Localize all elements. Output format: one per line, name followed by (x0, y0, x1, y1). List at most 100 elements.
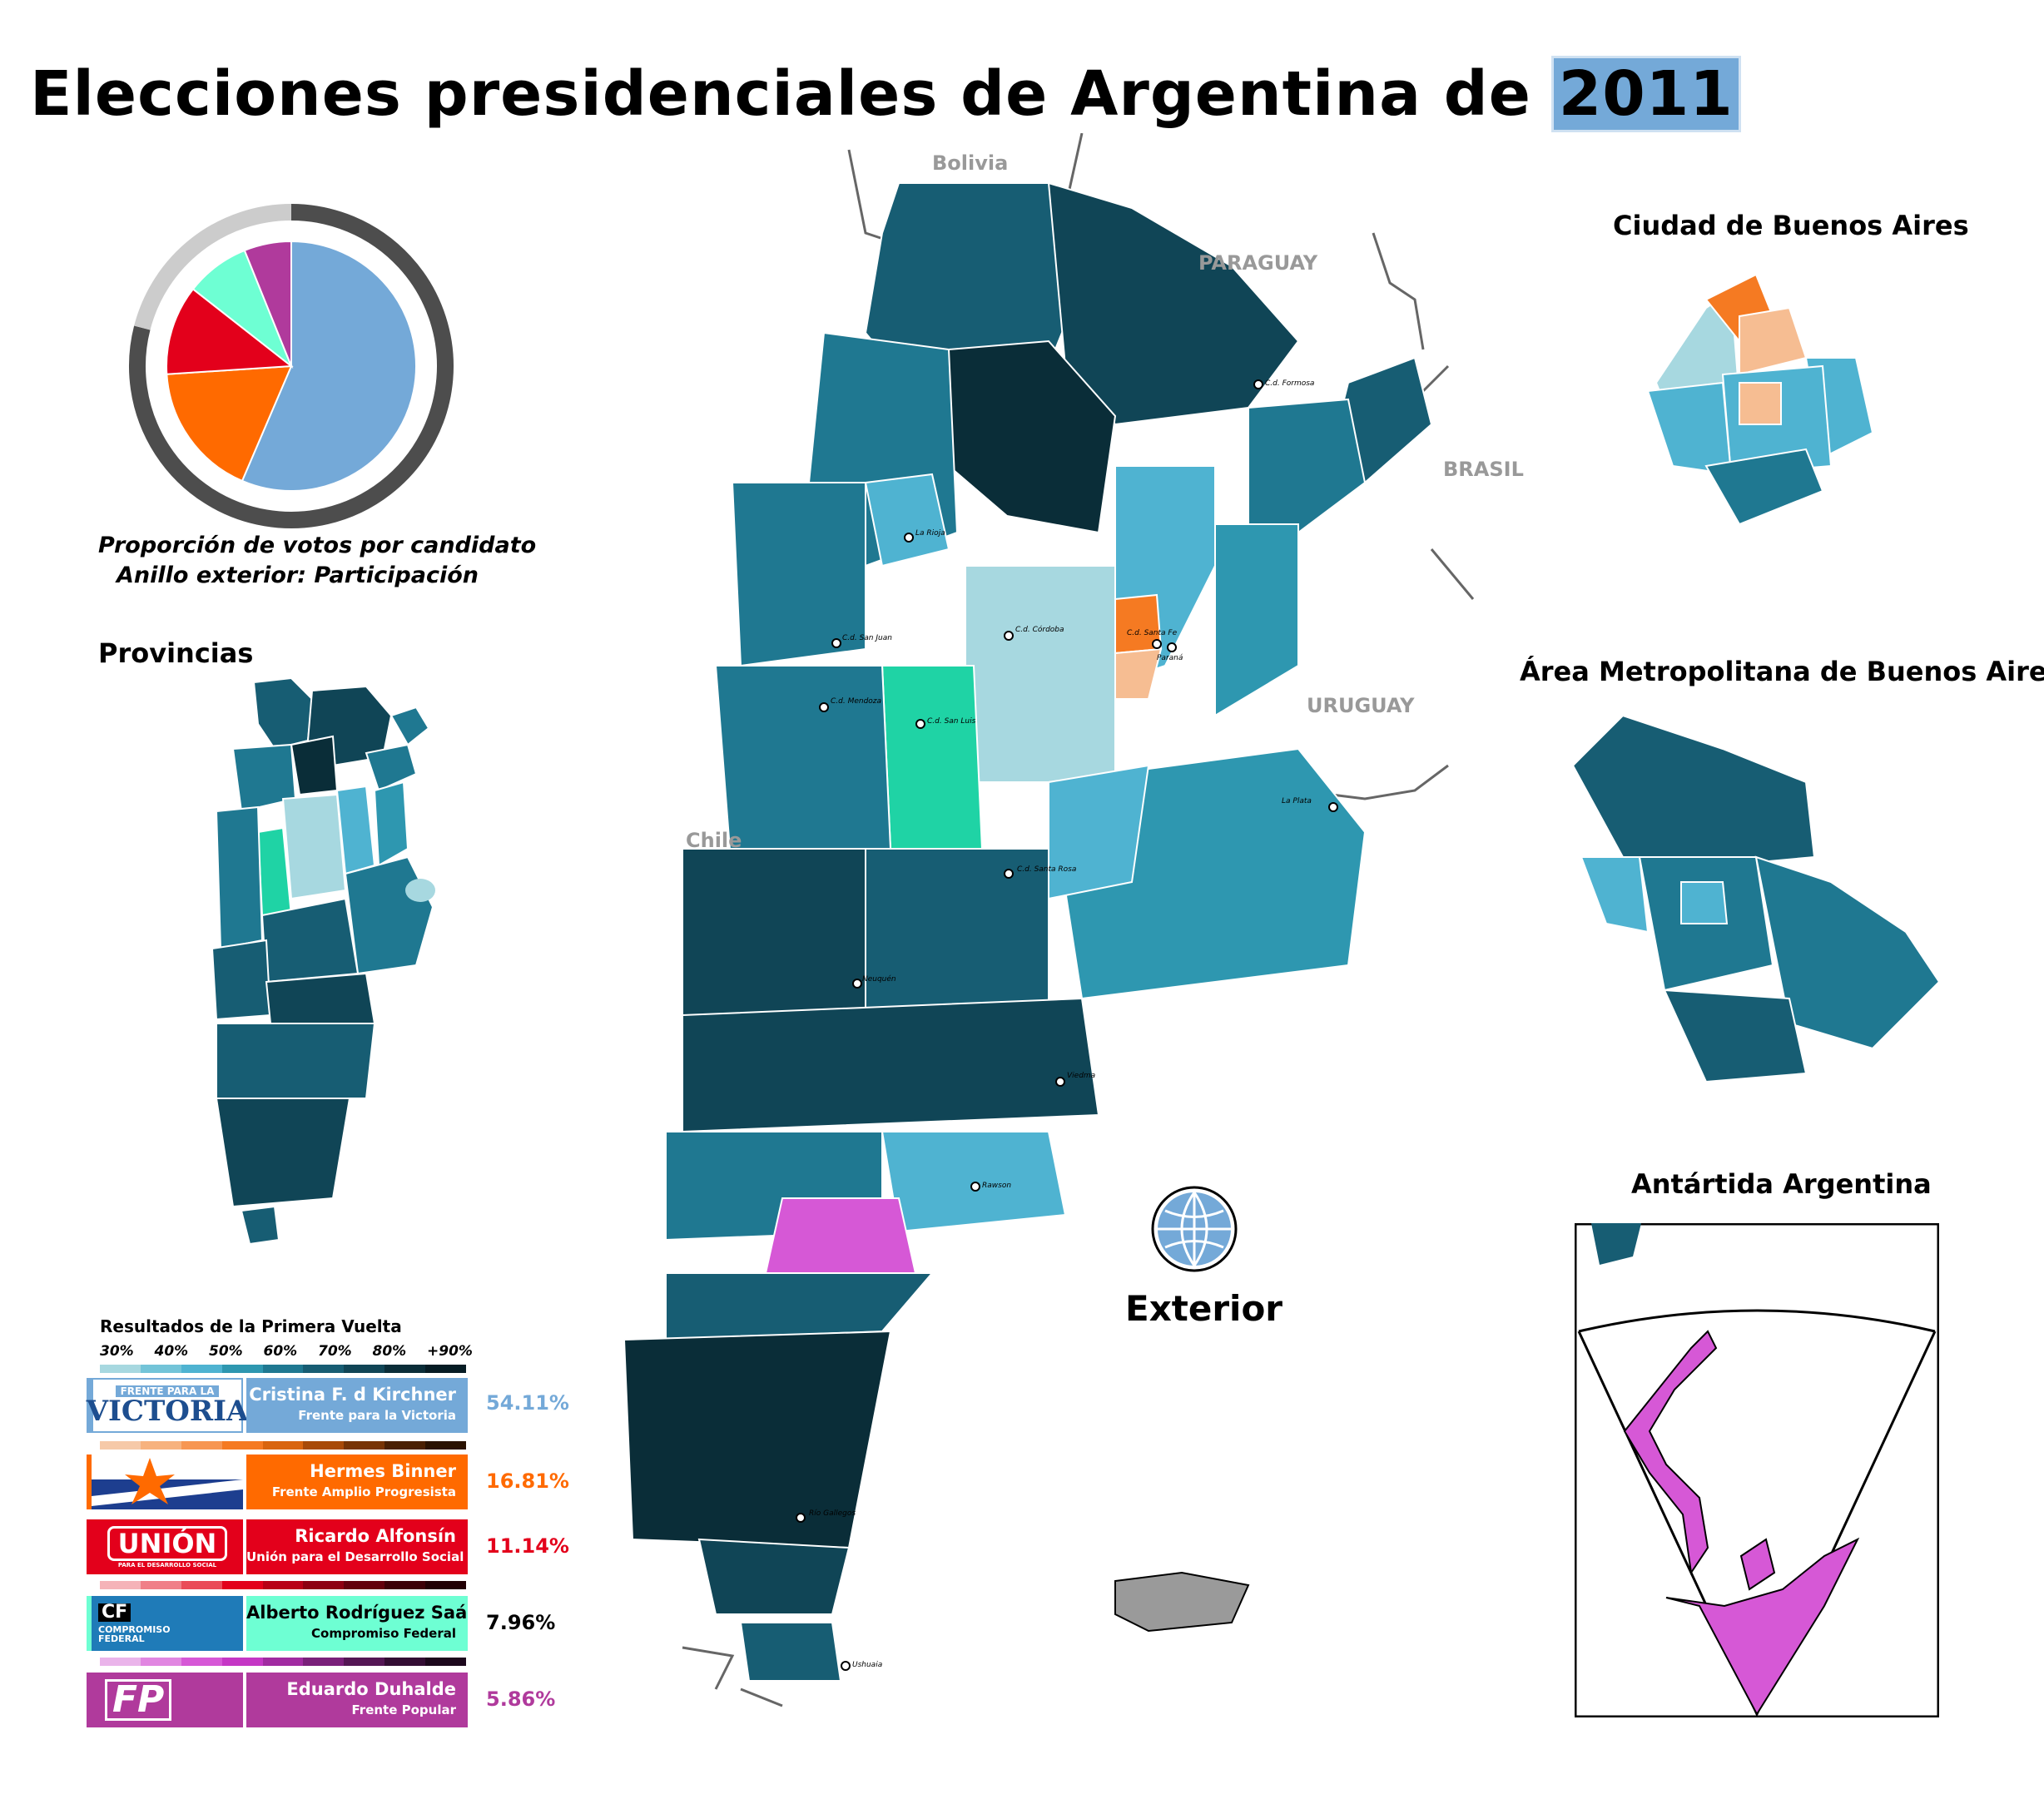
candidate-name: Eduardo Duhalde (286, 1679, 456, 1699)
islas-malvinas (405, 879, 435, 902)
province-sanjuan-mendoza (215, 805, 264, 950)
tick-label: 60% (263, 1343, 298, 1360)
candidate-color-bar (87, 1673, 92, 1727)
cf-logo-sub: COMPROMISO FEDERAL (98, 1624, 171, 1644)
scale-step (425, 1365, 467, 1373)
cf-logo-main: CF (98, 1603, 131, 1622)
city-dot-viedma (1055, 1077, 1065, 1087)
scale-step (100, 1365, 141, 1373)
scale-step (221, 1441, 263, 1450)
city-larioja: La Rioja (915, 529, 945, 538)
province-buenosaires (344, 855, 434, 975)
fpv-logo-top: FRENTE PARA LA (115, 1385, 220, 1397)
amba-west-light (1580, 856, 1650, 934)
scale-step (262, 1365, 304, 1373)
city-cordoba: C.d. Córdoba (1015, 626, 1064, 634)
region-cordoba (965, 565, 1116, 783)
candidate-party: Frente Amplio Progresista (271, 1484, 456, 1499)
pie-caption-2: Anillo exterior: Participación (117, 562, 479, 588)
region-chubut-fp (764, 1197, 917, 1274)
candidate-info: Hermes Binner Frente Amplio Progresista (246, 1455, 468, 1509)
city-santarosa: C.d. Santa Rosa (1017, 865, 1077, 874)
tick-label: 30% (100, 1343, 134, 1360)
exterior-label: Exterior (1125, 1288, 1283, 1329)
city-neuquen: Neuquén (862, 975, 896, 984)
scale-step (384, 1365, 426, 1373)
tick-label: 50% (209, 1343, 243, 1360)
scale-step (140, 1581, 181, 1589)
city-dot-laplata (1328, 802, 1338, 812)
city-dot-formosa (1253, 379, 1263, 389)
city-mendoza: C.d. Mendoza (831, 697, 882, 706)
scale-fap (100, 1441, 467, 1450)
amba-north (1571, 716, 1816, 867)
caba-center-fap-light (1739, 306, 1808, 376)
scale-step (384, 1441, 426, 1450)
city-dot-santafe (1152, 639, 1162, 649)
scale-step (344, 1658, 385, 1666)
scale-step (100, 1441, 141, 1450)
scale-step (303, 1365, 345, 1373)
title-text: Elecciones presidenciales de Argentina d… (30, 58, 1531, 130)
label-brasil: BRASIL (1443, 458, 1524, 481)
amba-map (1571, 716, 1941, 1082)
chile-islands-outline (682, 1646, 783, 1707)
region-entrerios (1214, 523, 1299, 717)
city-dot-ushuaia (841, 1661, 851, 1671)
scale-fpv (100, 1365, 467, 1373)
turnout-arc (129, 204, 454, 528)
candidate-color-bar (87, 1455, 92, 1509)
city-dot-cordoba (1004, 631, 1014, 641)
candidate-name: Alberto Rodríguez Saá (246, 1603, 468, 1623)
fap-logo (92, 1455, 243, 1509)
city-parana: Paraná (1157, 654, 1183, 662)
candidate-party: Frente para la Victoria (298, 1408, 456, 1423)
province-misiones (389, 706, 430, 746)
legend-ticks: 30% 40% 50% 60% 70% 80% +90% (100, 1343, 473, 1360)
pie-slice (166, 288, 294, 375)
scale-step (181, 1658, 222, 1666)
region-rosario-fap-light (1114, 647, 1163, 700)
caba-center-light (1739, 382, 1782, 425)
candidate-info: Alberto Rodríguez Saá Compromiso Federal (246, 1596, 468, 1651)
scale-step (140, 1441, 181, 1450)
region-tierradelfuego (739, 1622, 842, 1682)
city-dot-sanjuan (831, 638, 841, 648)
candidate-card-alfonsin: UNIÓN PARA EL DESARROLLO SOCIAL Ricardo … (87, 1519, 468, 1574)
udeso-logo-sub: PARA EL DESARROLLO SOCIAL (117, 1561, 217, 1569)
antartida-mainland (1665, 1537, 1860, 1717)
city-dot-neuquen (852, 979, 862, 989)
fp-logo: FP (92, 1673, 243, 1727)
city-rawson: Rawson (982, 1182, 1012, 1190)
antartida-map (1575, 1223, 1939, 1717)
scale-step (262, 1581, 304, 1589)
caba-map (1646, 273, 1874, 526)
pie-slice (166, 364, 293, 483)
region-corrientes (1248, 398, 1367, 534)
scale-step (221, 1365, 263, 1373)
region-sanjuan (731, 482, 866, 667)
label-bolivia: Bolivia (932, 151, 1009, 175)
candidate-pct-kirchner: 54.11% (486, 1391, 569, 1415)
candidate-info: Cristina F. d Kirchner Frente para la Vi… (246, 1378, 468, 1433)
region-santacruz-south (697, 1538, 851, 1615)
candidate-pct-alfonsin: 11.14% (486, 1534, 569, 1558)
region-lapampa (865, 848, 1049, 1016)
antartida-heading: Antártida Argentina (1631, 1168, 1932, 1200)
province-tierradelfuego (240, 1205, 280, 1246)
province-santiago (290, 735, 339, 796)
antartida-peninsula (1623, 1330, 1718, 1575)
antartida-island (1739, 1538, 1776, 1591)
caba-west (1646, 381, 1733, 476)
fpv-logo-main: VICTORIA (86, 1395, 249, 1428)
province-chubut (216, 1023, 376, 1099)
city-dot-larioja (904, 533, 914, 543)
scale-fp (100, 1658, 467, 1666)
province-entrerios (373, 781, 409, 867)
region-sanluis (881, 665, 984, 850)
islas-malvinas (1114, 1571, 1250, 1633)
province-jujuy-salta (252, 676, 314, 751)
amba-south (1663, 989, 1808, 1082)
candidate-card-kirchner: FRENTE PARA LA VICTORIA Cristina F. d Ki… (87, 1378, 468, 1433)
title-year: 2011 (1553, 58, 1739, 130)
